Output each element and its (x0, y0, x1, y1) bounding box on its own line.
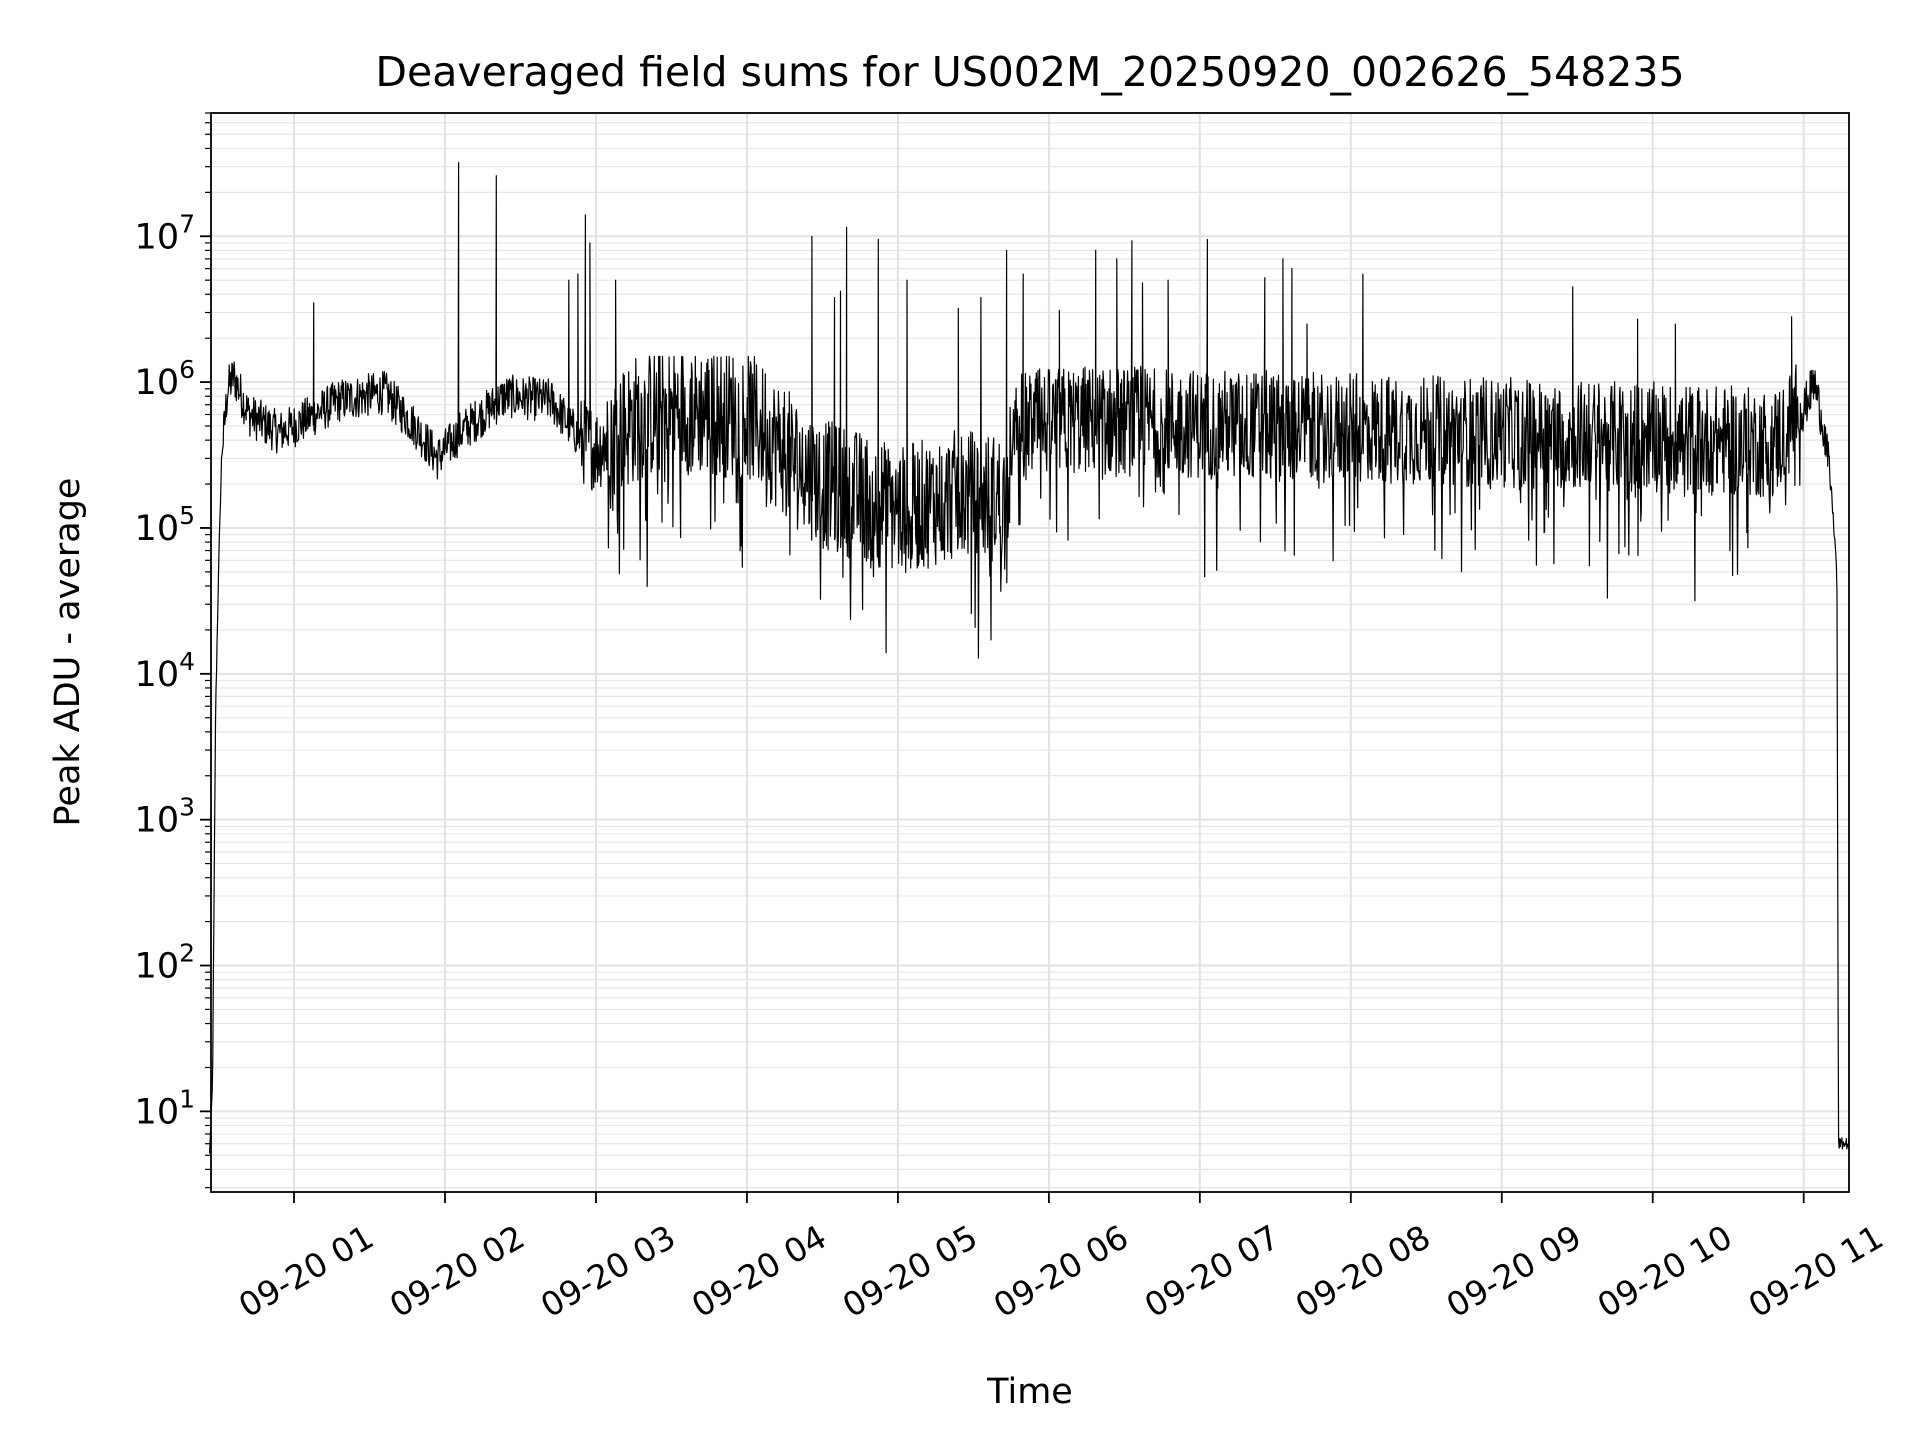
y-tick-label: 106 (135, 355, 195, 403)
y-axis-label: Peak ADU - average (48, 478, 88, 827)
y-tick-label: 101 (135, 1084, 195, 1132)
y-axis: 101 102 103 104 105 106 107 (135, 112, 211, 1189)
series-line (208, 162, 1850, 1154)
y-tick-label: 105 (135, 501, 195, 549)
plot-frame (210, 112, 1850, 1193)
y-tick-label: 102 (135, 939, 195, 987)
y-tick-label: 104 (135, 647, 195, 695)
y-tick-label: 107 (135, 209, 195, 257)
y-tick-label: 103 (135, 793, 195, 841)
x-axis-label: Time (986, 1372, 1073, 1412)
chart-title: Deaveraged field sums for US002M_2025092… (375, 48, 1684, 96)
grid-minor (211, 112, 1849, 1189)
grid-major (211, 113, 1849, 1192)
